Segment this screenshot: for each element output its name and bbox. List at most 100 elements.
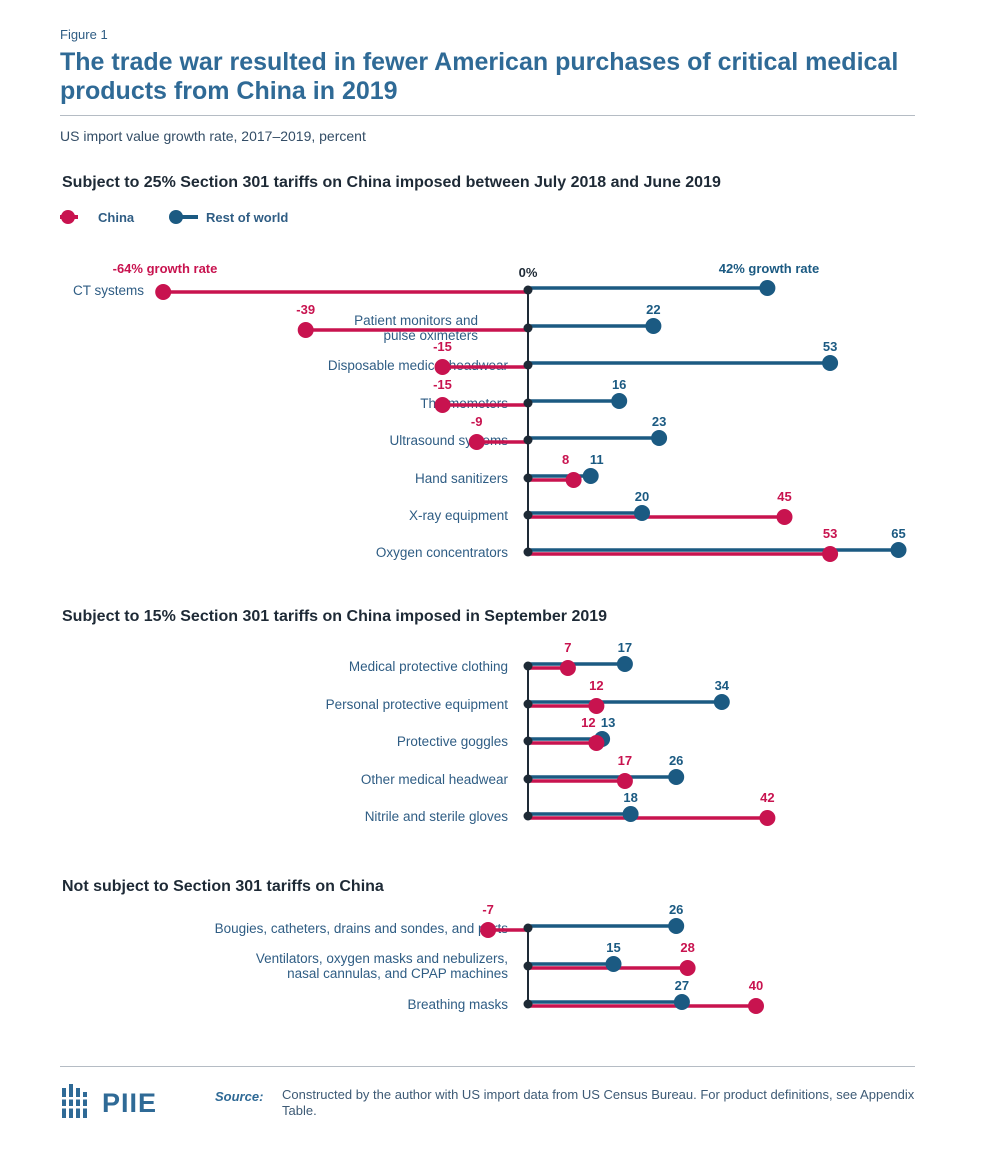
row-point (651, 430, 668, 446)
row-point (822, 355, 839, 371)
category-label: CT systems (73, 283, 144, 298)
category-label: Medical protective clothing (349, 659, 508, 674)
china-point (480, 922, 497, 938)
row-point (673, 994, 690, 1010)
row-point (634, 505, 650, 521)
zero-dot (523, 510, 533, 520)
china-value-label: 8 (562, 452, 569, 467)
china-point (468, 434, 485, 450)
legend-china-marker (61, 210, 75, 224)
china-point (679, 960, 696, 976)
row-value-label: 26 (669, 753, 683, 768)
china-value-label: 42 (760, 790, 774, 805)
section-title: Subject to 25% Section 301 tariffs on Ch… (62, 174, 721, 191)
chart-subtitle: US import value growth rate, 2017–2019, … (60, 128, 366, 144)
zero-dot (523, 999, 533, 1009)
row-value-label: 15 (606, 940, 620, 955)
category-label: Patient monitors and (354, 313, 478, 328)
footer-divider (60, 1066, 915, 1067)
category-label: Disposable medical headwear (328, 358, 509, 373)
row-value-label: 42% growth rate (719, 261, 819, 276)
category-label: Oxygen concentrators (376, 545, 508, 560)
source-label: Source: (215, 1089, 264, 1104)
row-value-label: 11 (590, 452, 604, 467)
china-value-label: -64% growth rate (113, 261, 218, 276)
row-point (713, 694, 730, 710)
china-value-label: 12 (581, 715, 595, 730)
china-value-label: -15 (433, 377, 452, 392)
piie-logo-icon (60, 1084, 90, 1118)
china-value-label: 45 (777, 489, 791, 504)
china-point (588, 698, 605, 714)
zero-dot (523, 285, 533, 295)
china-point (822, 546, 839, 562)
china-point (155, 284, 172, 300)
row-value-label: 27 (675, 978, 689, 993)
section-title: Not subject to Section 301 tariffs on Ch… (62, 878, 384, 895)
china-value-label: 40 (749, 978, 763, 993)
category-label: Protective goggles (397, 734, 508, 749)
row-value-label: 65 (891, 526, 905, 541)
row-point (890, 542, 907, 558)
category-label: Bougies, catheters, drains and sondes, a… (215, 921, 509, 936)
category-label: Nitrile and sterile gloves (365, 809, 509, 824)
china-value-label: 28 (680, 940, 694, 955)
row-value-label: 20 (635, 489, 649, 504)
china-point (297, 322, 314, 338)
zero-dot (523, 661, 533, 671)
china-point (559, 660, 576, 676)
zero-dot (523, 323, 533, 333)
zero-dot (523, 961, 533, 971)
title-divider (60, 115, 915, 116)
zero-dot (523, 398, 533, 408)
china-point (565, 472, 582, 488)
zero-dot (523, 473, 533, 483)
legend-row-label: Rest of world (206, 210, 288, 225)
category-label: Personal protective equipment (326, 697, 509, 712)
section-title: Subject to 15% Section 301 tariffs on Ch… (62, 608, 607, 625)
row-point (616, 656, 633, 672)
china-value-label: 7 (564, 640, 571, 655)
row-point (622, 806, 639, 822)
row-value-label: 34 (715, 678, 730, 693)
row-point (668, 918, 685, 934)
category-label: Breathing masks (407, 997, 508, 1012)
zero-dot (523, 774, 533, 784)
row-point (759, 280, 776, 296)
zero-dot (523, 811, 533, 821)
china-point (434, 359, 451, 375)
china-value-label: 17 (618, 753, 632, 768)
row-value-label: 18 (623, 790, 637, 805)
china-value-label: -15 (433, 339, 452, 354)
china-value-label: -9 (471, 414, 483, 429)
category-label: X-ray equipment (409, 508, 508, 523)
legend-row-marker (169, 210, 183, 224)
row-point (668, 769, 685, 785)
zero-dot (523, 547, 533, 557)
china-point (434, 397, 451, 413)
row-value-label: 17 (618, 640, 632, 655)
zero-label: 0% (519, 265, 538, 280)
zero-dot (523, 360, 533, 370)
zero-dot (523, 435, 533, 445)
china-value-label: -7 (482, 902, 494, 917)
chart-title: The trade war resulted in fewer American… (60, 48, 899, 105)
zero-dot (523, 923, 533, 933)
china-point (776, 509, 793, 525)
dumbbell-chart: China Rest of world Subject to 25% Section… (60, 174, 907, 1014)
china-point (616, 773, 633, 789)
category-label: Hand sanitizers (415, 471, 508, 486)
figure-label: Figure 1 (60, 27, 108, 42)
row-value-label: 53 (823, 339, 837, 354)
row-point (611, 393, 628, 409)
zero-dot (523, 736, 533, 746)
piie-logo-text: PIIE (102, 1088, 158, 1118)
china-value-label: 53 (823, 526, 837, 541)
china-point (759, 810, 776, 826)
row-point (582, 468, 599, 484)
zero-dot (523, 699, 533, 709)
china-value-label: 12 (589, 678, 603, 693)
row-value-label: 23 (652, 414, 666, 429)
china-point (588, 735, 605, 751)
row-value-label: 16 (612, 377, 626, 392)
